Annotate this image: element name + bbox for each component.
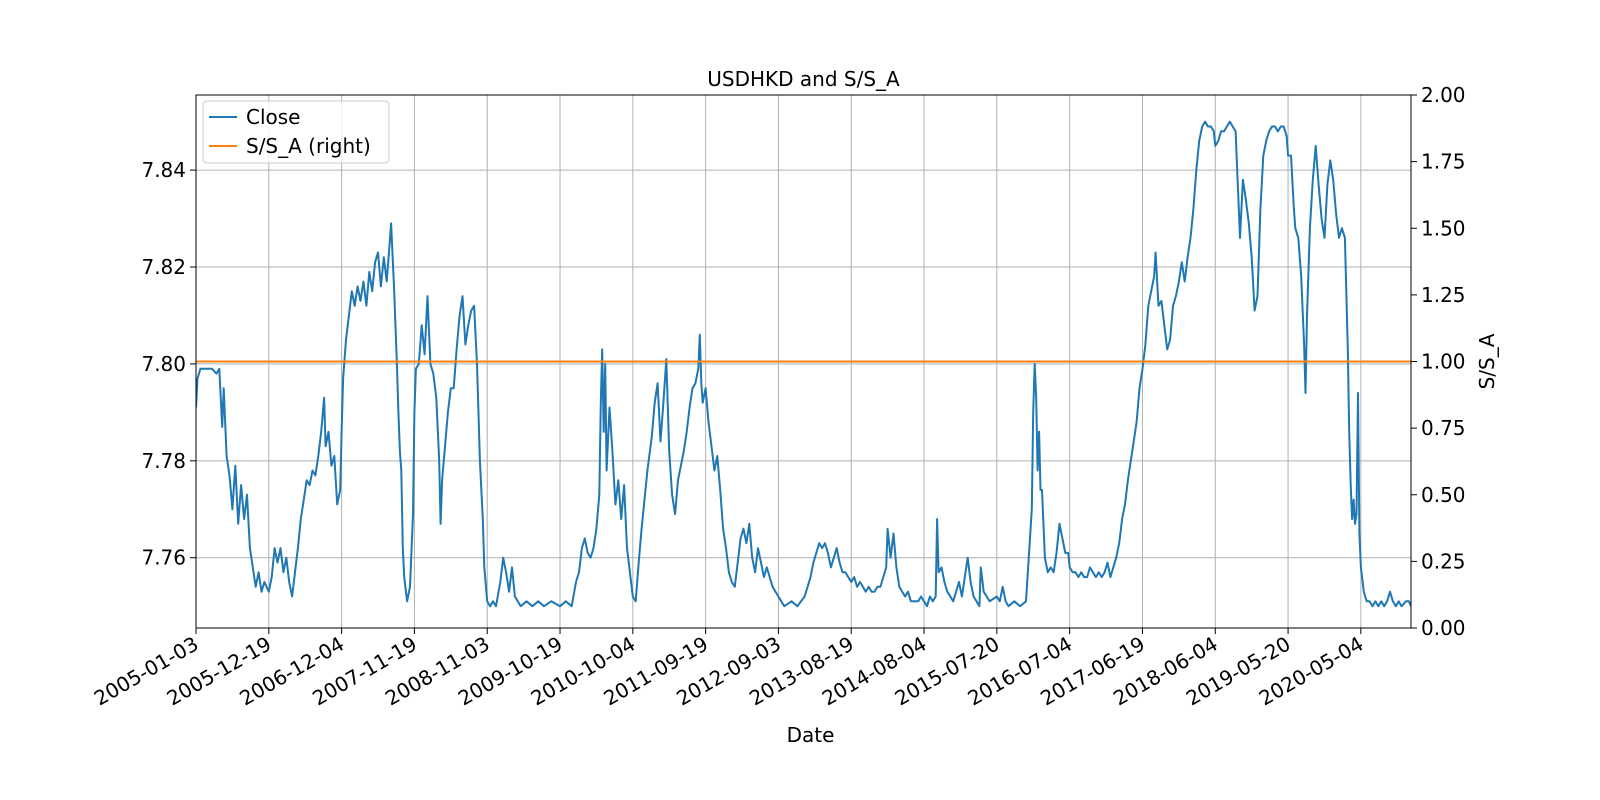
y-tick-label: 7.82 <box>141 255 186 279</box>
y-tick-label: 7.76 <box>141 546 186 570</box>
y2-tick-label: 1.75 <box>1421 150 1466 174</box>
y-tick-label: 7.80 <box>141 352 186 376</box>
y-tick-label: 7.78 <box>141 449 186 473</box>
legend-label: Close <box>246 105 300 129</box>
series-line-left <box>196 120 1411 608</box>
y2-tick-label: 1.00 <box>1421 350 1466 374</box>
legend-box <box>202 100 390 164</box>
y2-tick-label: 2.00 <box>1421 83 1466 107</box>
legend-label: S/S_A (right) <box>246 134 371 158</box>
y2-tick-label: 1.50 <box>1421 216 1466 240</box>
y2-tick-label: 0.50 <box>1421 483 1466 507</box>
y2-tick-label: 0.75 <box>1421 416 1466 440</box>
x-axis-label: Date <box>787 723 835 747</box>
y2-axis-label: S/S_A <box>1475 333 1499 389</box>
y-tick-label: 7.84 <box>141 158 186 182</box>
chart-title: USDHKD and S/S_A <box>707 67 900 91</box>
y-axis-right: 0.00 0.25 0.50 0.75 1.00 1.25 1.50 1.75 2.00 <box>1411 83 1466 640</box>
series-layer <box>196 120 1411 608</box>
y-axis-left: 7.76 7.78 7.80 7.82 7.84 <box>141 158 196 570</box>
y2-tick-label: 0.25 <box>1421 549 1466 573</box>
legend: Close S/S_A (right) <box>202 100 390 164</box>
y2-tick-label: 1.25 <box>1421 283 1466 307</box>
y2-tick-label: 0.00 <box>1421 616 1466 640</box>
